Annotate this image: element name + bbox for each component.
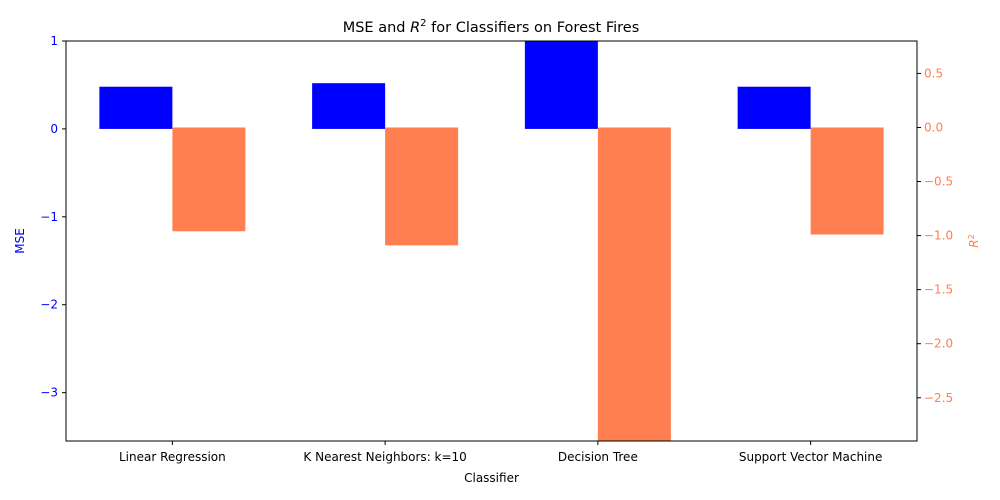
title-sup: 2 xyxy=(420,18,426,29)
r2-bar xyxy=(385,127,459,246)
right-tick-label: −2.5 xyxy=(924,391,953,405)
right-tick-label: −0.5 xyxy=(924,175,953,189)
chart-title: MSE and R2 for Classifiers on Forest Fir… xyxy=(343,18,640,36)
left-tick-label: −1 xyxy=(40,210,58,224)
left-tick-label: 1 xyxy=(50,34,58,48)
right-axis-label-var: R xyxy=(967,239,981,247)
title-prefix: MSE and xyxy=(343,20,410,36)
mse-bar xyxy=(737,86,811,129)
right-axis-label-sup: 2 xyxy=(967,234,976,239)
right-tick-label: −2.0 xyxy=(924,337,953,351)
mse-bar xyxy=(524,41,598,129)
right-tick-label: 0.0 xyxy=(924,120,943,134)
r2-bar xyxy=(597,127,671,442)
title-suffix: for Classifiers on Forest Fires xyxy=(427,20,640,36)
right-tick-label: −1.0 xyxy=(924,229,953,243)
left-axis-label: MSE xyxy=(13,228,27,254)
left-tick-label: −3 xyxy=(40,386,58,400)
x-tick-label: Decision Tree xyxy=(558,450,638,464)
right-axis-label: R2 xyxy=(967,234,981,247)
mse-bar xyxy=(99,86,173,129)
x-tick-label: Support Vector Machine xyxy=(739,450,883,464)
axes-layer: Linear Regression K Nearest Neighbors: k=… xyxy=(40,34,953,464)
title-var: R xyxy=(410,20,420,36)
x-tick-label: K Nearest Neighbors: k=10 xyxy=(303,450,466,464)
bars-layer xyxy=(99,41,884,442)
left-tick-label: −2 xyxy=(40,298,58,312)
x-tick-label: Linear Regression xyxy=(119,450,226,464)
r2-bar xyxy=(810,127,884,235)
plot-frame xyxy=(65,40,918,442)
right-tick-label: −1.5 xyxy=(924,283,953,297)
r2-bar xyxy=(172,127,246,232)
left-tick-label: 0 xyxy=(50,122,58,136)
mse-bar xyxy=(312,83,386,129)
x-axis-label: Classifier xyxy=(464,471,519,485)
right-tick-label: 0.5 xyxy=(924,66,943,80)
